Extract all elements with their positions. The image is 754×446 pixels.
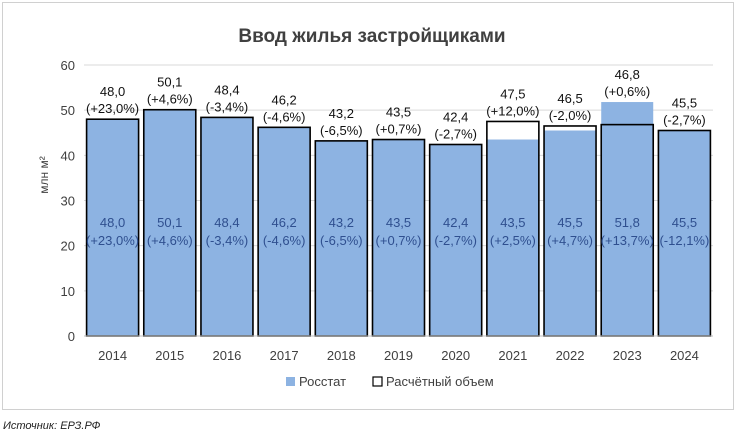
data-label-rosstat-change: (-6,5%): [320, 233, 363, 248]
bar-rosstat: [258, 127, 311, 336]
data-label-estimate-change: (+0,7%): [376, 122, 422, 137]
data-label-rosstat-change: (+2,5%): [490, 233, 536, 248]
bar-rosstat: [143, 109, 196, 336]
chart-title: Ввод жилья застройщиками: [238, 26, 505, 47]
y-tick-label: 60: [61, 58, 75, 73]
data-label-rosstat-change: (-3,4%): [206, 233, 249, 248]
data-label-estimate: 47,5: [500, 86, 525, 101]
data-label-rosstat: 48,4: [214, 215, 239, 230]
data-label-estimate-change: (+0,6%): [604, 84, 650, 99]
source-note: Источник: ЕРЗ.РФ: [3, 420, 101, 432]
bar-rosstat: [315, 140, 368, 336]
bar-rosstat: [200, 117, 253, 336]
y-tick-label: 30: [61, 194, 75, 209]
data-label-rosstat-change: (+4,7%): [547, 233, 593, 248]
bar-rosstat: [601, 102, 654, 336]
data-label-rosstat: 43,5: [500, 215, 525, 230]
y-tick-label: 20: [61, 239, 75, 254]
data-label-rosstat: 42,4: [443, 215, 468, 230]
bar-rosstat: [429, 144, 482, 336]
data-label-rosstat: 45,5: [557, 215, 582, 230]
data-label-estimate: 48,0: [100, 84, 125, 99]
data-label-rosstat-change: (+4,6%): [147, 233, 193, 248]
y-axis-label: млн м²: [37, 156, 51, 193]
data-label-rosstat-change: (+23,0%): [86, 233, 139, 248]
y-tick-label: 40: [61, 148, 75, 163]
x-tick-label: 2015: [155, 348, 184, 363]
data-label-rosstat: 46,2: [271, 215, 296, 230]
data-label-estimate: 50,1: [157, 75, 182, 90]
x-tick-label: 2018: [327, 348, 356, 363]
x-tick-label: 2022: [556, 348, 585, 363]
legend-swatch-rosstat: [286, 377, 295, 386]
x-tick-label: 2019: [384, 348, 413, 363]
x-tick-label: 2023: [613, 348, 642, 363]
data-label-estimate: 45,5: [672, 95, 697, 110]
data-label-rosstat-change: (-4,6%): [263, 233, 306, 248]
bar-chart: Ввод жилья застройщиками 0 10 20 30 40 50 60 млн…: [37, 26, 713, 389]
bar-rosstat: [372, 139, 425, 336]
data-label-rosstat-change: (-2,7%): [434, 233, 477, 248]
y-tick-label: 0: [68, 329, 75, 344]
y-tick-label: 10: [61, 284, 75, 299]
data-label-rosstat: 43,2: [329, 215, 354, 230]
data-label-rosstat-change: (-12,1%): [659, 233, 709, 248]
bar-rosstat: [544, 130, 597, 336]
x-tick-label: 2024: [670, 348, 699, 363]
data-label-estimate: 46,5: [557, 91, 582, 106]
x-tick-label: 2020: [441, 348, 470, 363]
data-label-estimate-change: (-6,5%): [320, 123, 363, 138]
data-label-estimate-change: (+12,0%): [486, 103, 539, 118]
data-label-rosstat: 51,8: [615, 215, 640, 230]
x-tick-label: 2016: [212, 348, 241, 363]
data-label-estimate-change: (-4,6%): [263, 109, 306, 124]
data-label-estimate-change: (+4,6%): [147, 92, 193, 107]
legend-swatch-estimate: [372, 376, 383, 387]
chart-frame: Ввод жилья застройщиками 0 10 20 30 40 50 60 млн…: [2, 2, 734, 410]
data-label-estimate-change: (-3,4%): [206, 99, 249, 114]
bar-rosstat: [486, 139, 539, 336]
bar-rosstat: [86, 119, 139, 336]
bar-rosstat: [658, 130, 711, 336]
legend-label-rosstat: Росстат: [299, 374, 346, 389]
data-label-estimate-change: (-2,7%): [663, 112, 706, 127]
data-label-rosstat: 43,5: [386, 215, 411, 230]
data-label-rosstat: 50,1: [157, 215, 182, 230]
data-label-estimate: 46,2: [271, 92, 296, 107]
data-label-rosstat: 45,5: [672, 215, 697, 230]
data-label-estimate: 42,4: [443, 109, 468, 124]
data-label-rosstat: 48,0: [100, 215, 125, 230]
data-label-estimate: 48,4: [214, 82, 239, 97]
data-label-estimate: 43,2: [329, 106, 354, 121]
y-tick-label: 50: [61, 103, 75, 118]
x-tick-label: 2017: [270, 348, 299, 363]
x-tick-label: 2021: [498, 348, 527, 363]
data-label-estimate: 46,8: [615, 67, 640, 82]
data-label-estimate-change: (-2,7%): [434, 126, 477, 141]
legend-label-estimate: Расчётный объем: [386, 374, 494, 389]
x-tick-label: 2014: [98, 348, 127, 363]
data-label-rosstat-change: (+0,7%): [376, 233, 422, 248]
data-label-rosstat-change: (+13,7%): [601, 233, 654, 248]
data-label-estimate-change: (-2,0%): [549, 108, 592, 123]
data-label-estimate-change: (+23,0%): [86, 101, 139, 116]
data-label-estimate: 43,5: [386, 105, 411, 120]
